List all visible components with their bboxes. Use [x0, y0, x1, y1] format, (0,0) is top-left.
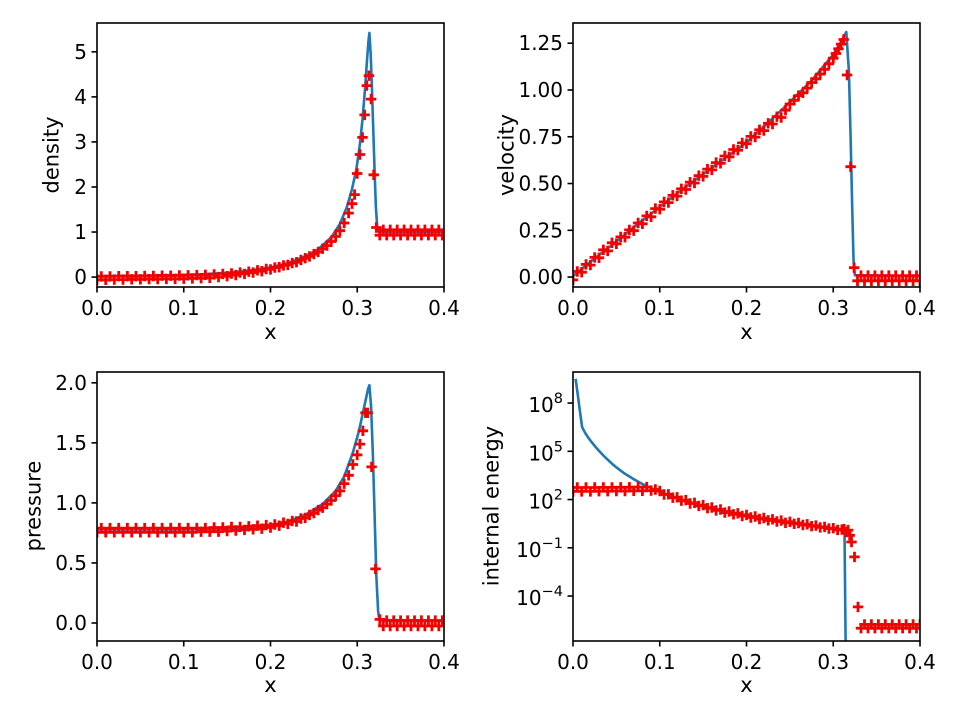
y-tick-label: 10−1 [516, 536, 563, 562]
x-tick-label: 0.2 [255, 296, 287, 320]
internal_energy-line [574, 378, 847, 641]
y-tick-label: 1.00 [518, 78, 563, 102]
x-tick-label: 0.1 [168, 296, 200, 320]
subplot-velocity: 0.0 0.1 0.2 0.3 0.4 0.00 0.25 0.50 0.75 1.00 1.25 [518, 22, 936, 320]
x-tick-label: 0.4 [428, 650, 460, 674]
x-tick-label: 0.4 [904, 296, 936, 320]
x-tick-label: 0.0 [81, 296, 113, 320]
y-tick-label: 0.00 [518, 265, 563, 289]
velocity-ylabel: velocity [494, 113, 519, 197]
internal_energy-spines [572, 371, 921, 642]
y-tick-label: 4 [74, 85, 87, 109]
pressure-ylabel: pressure [21, 460, 46, 552]
density-markers [97, 70, 444, 285]
pressure-line [97, 383, 444, 622]
y-tick-label: 3 [74, 130, 87, 154]
y-tick-label: 0.75 [518, 125, 563, 149]
subplot-pressure: 0.0 0.1 0.2 0.3 0.4 0.0 0.5 1.0 1.5 2.0 [55, 371, 460, 674]
velocity-xlabel: x [740, 320, 753, 344]
density-xlabel: x [264, 320, 277, 344]
x-tick-label: 0.0 [81, 650, 113, 674]
subplot-density: 0.0 0.1 0.2 0.3 0.4 0 1 2 3 4 5 [74, 22, 460, 320]
x-tick-label: 0.2 [255, 650, 287, 674]
x-tick-label: 0.3 [817, 296, 849, 320]
y-tick-label: 10−4 [516, 584, 563, 610]
x-tick-label: 0.4 [904, 650, 936, 674]
subplot-internal_energy: 0.0 0.1 0.2 0.3 0.4 108 105 102 10−1 10−4 [516, 371, 936, 674]
x-tick-label: 0.3 [341, 650, 373, 674]
density-spines [96, 22, 445, 288]
x-tick-label: 0.1 [644, 650, 676, 674]
y-tick-label: 1.25 [518, 31, 563, 55]
internal_energy-markers [573, 481, 920, 634]
y-tick-label: 0.50 [518, 172, 563, 196]
y-tick-label: 2.0 [55, 371, 87, 395]
y-tick-label: 1.5 [55, 431, 87, 455]
x-tick-label: 0.3 [341, 296, 373, 320]
x-tick-label: 0.1 [644, 296, 676, 320]
y-tick-label: 0.5 [55, 551, 87, 575]
x-tick-label: 0.0 [557, 650, 589, 674]
density-ylabel: density [39, 116, 64, 194]
y-tick-label: 5 [74, 40, 87, 64]
y-tick-label: 2 [74, 175, 87, 199]
y-tick-label: 105 [528, 439, 563, 465]
x-tick-label: 0.2 [731, 650, 763, 674]
y-tick-label: 102 [528, 488, 563, 514]
pressure-xlabel: x [264, 673, 277, 697]
pressure-spines [96, 371, 445, 642]
y-tick-label: 108 [528, 391, 563, 417]
x-tick-label: 0.2 [731, 296, 763, 320]
y-tick-label: 1.0 [55, 491, 87, 515]
x-tick-label: 0.0 [557, 296, 589, 320]
velocity-spines [572, 22, 921, 288]
velocity-markers [573, 34, 920, 286]
x-tick-label: 0.3 [817, 650, 849, 674]
x-tick-label: 0.1 [168, 650, 200, 674]
y-tick-label: 0.0 [55, 611, 87, 635]
internal-energy-ylabel: internal energy [479, 425, 504, 587]
y-tick-label: 1 [74, 220, 87, 244]
density-line [97, 31, 444, 278]
internal-energy-xlabel: x [740, 673, 753, 697]
x-tick-label: 0.4 [428, 296, 460, 320]
y-tick-label: 0.25 [518, 218, 563, 242]
y-tick-label: 0 [74, 265, 87, 289]
pressure-markers [97, 407, 444, 632]
